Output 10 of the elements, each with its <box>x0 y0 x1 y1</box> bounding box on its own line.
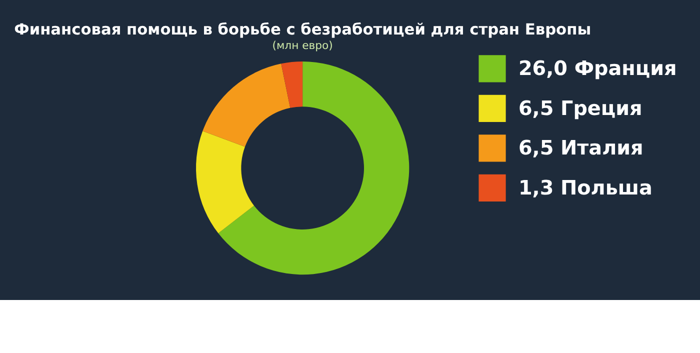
donut-slice <box>218 61 410 275</box>
legend-label: 6,5 Италия <box>518 136 644 160</box>
legend-label: 6,5 Греция <box>518 96 642 120</box>
donut-slice <box>196 131 254 234</box>
chart-title: Финансовая помощь в борьбе с безработицей для стран Европы <box>14 20 592 38</box>
legend-label: 26,0 Франция <box>518 57 677 80</box>
donut-slice <box>202 64 290 147</box>
chart-subtitle: (млн евро) <box>272 38 333 52</box>
donut-slice <box>281 61 303 108</box>
legend-label: 1,3 Польша <box>518 176 652 200</box>
